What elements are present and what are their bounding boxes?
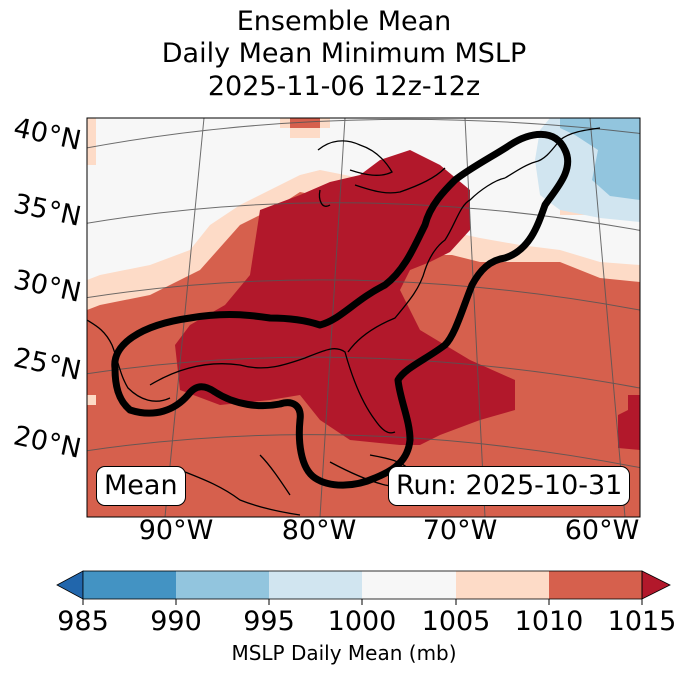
colorbar-tick-995: 995 [243, 606, 295, 637]
pressure-field-990 [560, 118, 640, 200]
map-frame [86, 117, 641, 518]
colorbar-segment-1005 [456, 571, 549, 599]
map-panel [87, 118, 640, 517]
title-line-2: Daily Mean Minimum MSLP [161, 38, 527, 69]
colorbar-segment-1010 [549, 571, 642, 599]
title-line-1: Ensemble Mean [236, 6, 452, 37]
colorbar-tick-990: 990 [150, 606, 202, 637]
colorbar-tick-1015: 1015 [607, 606, 677, 637]
contour-1015 [111, 130, 572, 489]
colorbar-tick-1000: 1000 [327, 606, 397, 637]
colorbar-segment-1000 [362, 571, 456, 599]
lon-label-90w: 90°W [138, 515, 214, 546]
colorbar-under-extension [56, 570, 84, 600]
colorbar-over-extension [641, 570, 671, 600]
colorbar-tick-1010: 1010 [514, 606, 584, 637]
mean-label-box: Mean [96, 466, 186, 506]
pressure-field-1015 [175, 150, 515, 445]
lon-label-60w: 60°W [564, 515, 640, 546]
colorbar-segment-995 [269, 571, 362, 599]
lon-label-80w: 80°W [281, 515, 357, 546]
colorbar-tick-1005: 1005 [421, 606, 491, 637]
colorbar-label: MSLP Daily Mean (mb) [231, 641, 457, 665]
colorbar [56, 570, 671, 605]
pressure-field-1000 [87, 118, 640, 280]
title-line-3: 2025-11-06 12z-12z [207, 71, 481, 102]
colorbar-segment-985 [83, 571, 176, 599]
colorbar-tick-985: 985 [57, 606, 109, 637]
lon-label-70w: 70°W [422, 515, 498, 546]
pressure-field-1005-patch [87, 395, 96, 405]
run-date-box: Run: 2025-10-31 [388, 466, 631, 506]
colorbar-segment-990 [176, 571, 269, 599]
pressure-field-1015-patch [618, 395, 640, 450]
